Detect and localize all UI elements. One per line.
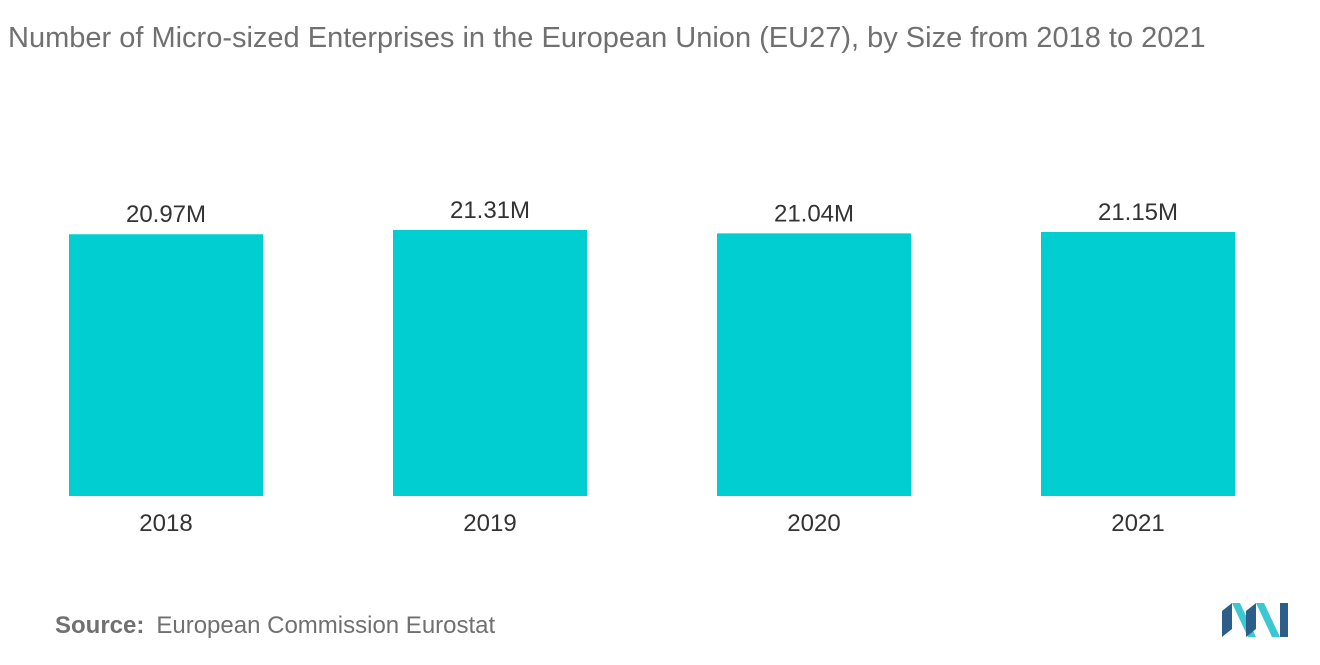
bar-2020 [717,233,911,497]
brand-logo-icon [1222,603,1288,637]
x-tick-label-2020: 2020 [787,510,840,537]
x-tick-label-2021: 2021 [1111,510,1164,537]
chart-title: Number of Micro-sized Enterprises in the… [8,22,1206,54]
bar-chart: 20.97M 2018 21.31M 2019 21.04M 2020 21.15M 2021 [69,197,1235,537]
bar-2019 [393,230,587,496]
data-label-2021: 21.15M [1098,199,1178,226]
data-label-2018: 20.97M [126,201,206,228]
source-note: Source: European Commission Eurostat [55,612,495,640]
source-label: Source: [55,612,145,639]
x-tick-label-2018: 2018 [139,510,192,537]
x-tick-label-2019: 2019 [463,510,516,537]
bar-2018 [69,234,263,496]
data-label-2020: 21.04M [774,200,854,227]
source-text: European Commission Eurostat [156,612,496,639]
bar-2021 [1041,231,1235,496]
data-label-2019: 21.31M [450,197,530,224]
